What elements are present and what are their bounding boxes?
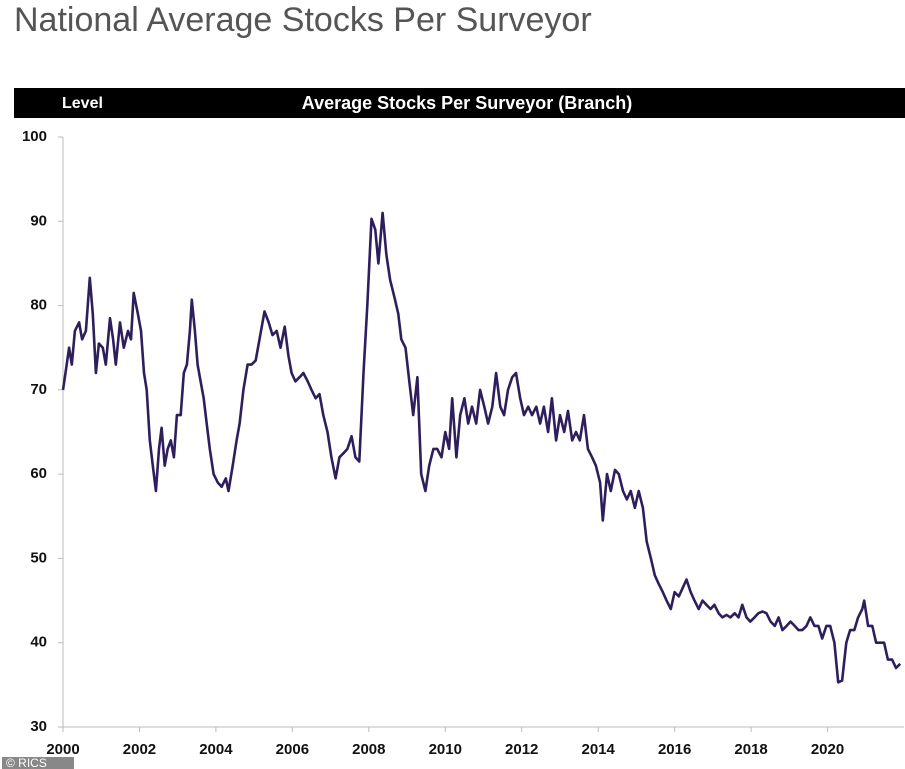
chart-title: National Average Stocks Per Surveyor [14, 1, 592, 39]
y-tick-label: 70 [30, 381, 47, 398]
x-tick-label: 2000 [46, 741, 79, 758]
x-tick-label: 2004 [199, 741, 233, 758]
y-tick-label: 50 [30, 549, 47, 566]
y-tick-label: 30 [30, 718, 47, 735]
data-line [61, 211, 902, 684]
x-tick-label: 2012 [505, 741, 538, 758]
panel-label: Level [62, 95, 103, 112]
x-tick-label: 2014 [581, 741, 615, 758]
y-tick-label: 40 [30, 634, 47, 651]
y-tick-label: 90 [30, 212, 47, 229]
x-tick-label: 2006 [276, 741, 309, 758]
y-tick-label: 60 [30, 465, 47, 482]
x-tick-label: 2002 [123, 741, 156, 758]
x-tick-label: 2010 [429, 741, 462, 758]
x-tick-label: 2020 [811, 741, 844, 758]
x-tick-label: 2016 [658, 741, 691, 758]
x-tick-label: 2008 [352, 741, 385, 758]
credit-box [2, 757, 74, 769]
y-tick-label: 80 [30, 297, 47, 314]
x-tick-label: 2018 [734, 741, 767, 758]
header-bar [14, 88, 905, 118]
credit: © RICS [6, 756, 47, 769]
chart-subtitle: Average Stocks Per Surveyor (Branch) [302, 93, 632, 113]
y-tick-label: 100 [22, 128, 47, 145]
